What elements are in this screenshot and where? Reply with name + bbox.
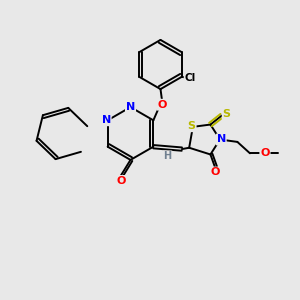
Text: Cl: Cl [184,73,196,83]
Text: N: N [101,115,111,125]
Text: N: N [126,102,135,112]
Text: O: O [157,100,167,110]
Text: O: O [210,167,220,178]
Text: H: H [164,151,172,161]
Text: N: N [217,134,226,145]
Text: S: S [223,109,231,119]
Text: S: S [188,121,196,131]
Text: O: O [260,148,270,158]
Text: O: O [116,176,126,186]
